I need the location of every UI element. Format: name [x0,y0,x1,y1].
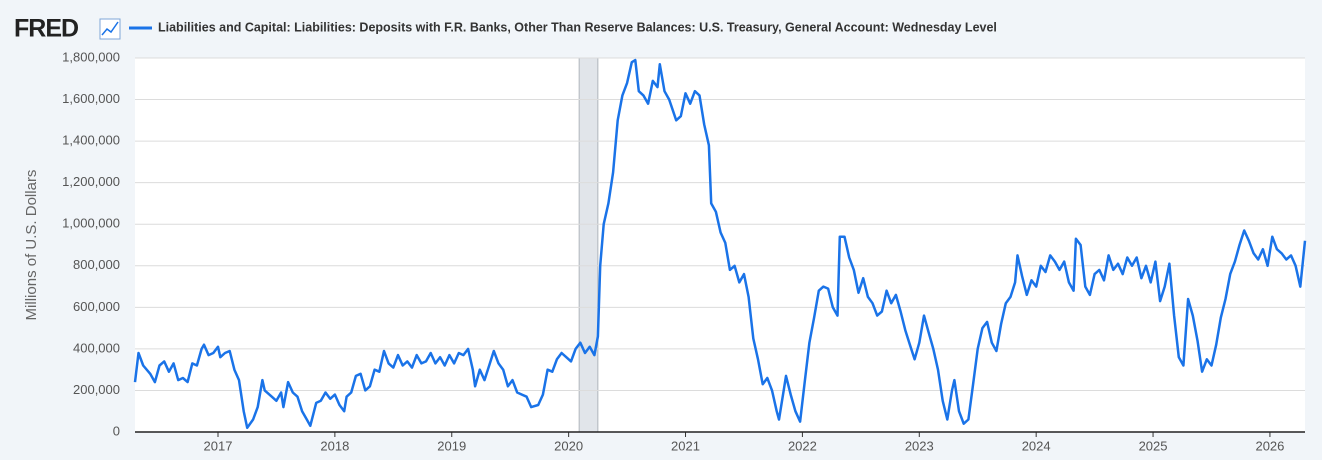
y-tick-label: 1,200,000 [62,174,120,189]
logo: FRED [14,15,78,43]
legend-label: Liabilities and Capital: Liabilities: De… [158,20,997,34]
x-tick-label: 2020 [554,438,583,453]
plot-area [135,58,1305,432]
data-line [133,58,1307,430]
y-tick-label: 1,400,000 [62,133,120,148]
x-tick-label: 2022 [788,438,817,453]
x-tick-label: 2019 [437,438,466,453]
x-tick-label: 2026 [1255,438,1284,453]
y-tick-label: 0 [113,423,120,438]
y-tick-label: 1,600,000 [62,91,120,106]
y-tick-label: 1,000,000 [62,216,120,231]
y-tick-label: 1,800,000 [62,49,120,64]
x-tick-label: 2025 [1139,438,1168,453]
recession-shade [578,57,599,433]
x-tick-label: 2017 [204,438,233,453]
x-tick-label: 2023 [905,438,934,453]
y-tick-label: 400,000 [73,340,120,355]
y-tick-label: 200,000 [73,382,120,397]
y-axis-label: Millions of U.S. Dollars [23,170,40,321]
x-tick-label: 2021 [671,438,700,453]
y-tick-label: 800,000 [73,257,120,272]
x-tick-label: 2024 [1022,438,1051,453]
x-tick-label: 2018 [320,438,349,453]
y-tick-label: 600,000 [73,299,120,314]
logo-icon [99,18,121,40]
